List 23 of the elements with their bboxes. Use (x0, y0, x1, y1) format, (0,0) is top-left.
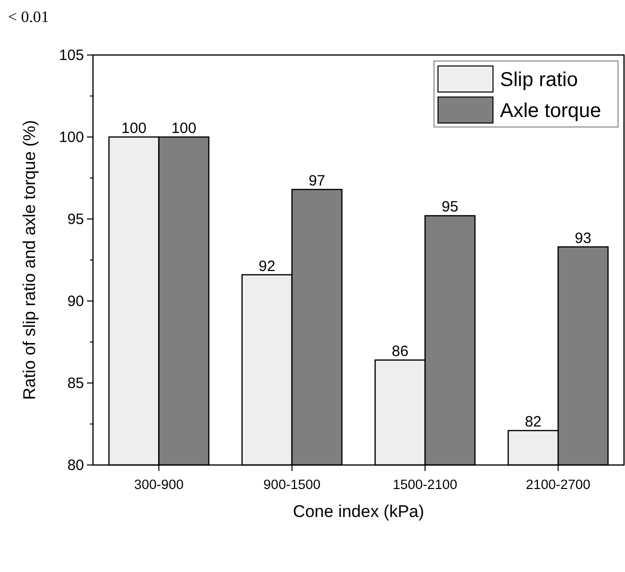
y-tick-label: 105 (58, 46, 84, 64)
x-tick-label: 300-900 (134, 476, 184, 492)
y-tick-label: 90 (67, 292, 84, 310)
x-axis-title: Cone index (kPa) (292, 502, 424, 521)
data-label: 95 (442, 198, 458, 216)
data-label: 100 (171, 120, 196, 137)
text: < 0.01 (8, 9, 50, 26)
legend-label: Slip ratio (500, 69, 578, 91)
y-tick-label: 100 (58, 128, 84, 146)
y-tick-label: 85 (67, 374, 84, 392)
data-label: 97 (308, 172, 326, 190)
y-tick-label: 80 (67, 456, 84, 474)
y-axis-title: Ratio of slip ratio and axle torque (%) (20, 120, 39, 400)
x-tick-label: 1500-2100 (392, 476, 458, 492)
data-label: 86 (392, 343, 408, 360)
y-tick-label: 95 (67, 210, 84, 228)
data-label: 82 (524, 414, 542, 431)
legend-label: Axle torque (500, 100, 602, 122)
data-label: 92 (258, 258, 276, 275)
x-tick-label: 2100-2700 (526, 476, 590, 492)
x-tick-label: 900-1500 (263, 476, 320, 492)
data-label: 93 (574, 230, 592, 247)
data-label: 100 (121, 120, 146, 137)
